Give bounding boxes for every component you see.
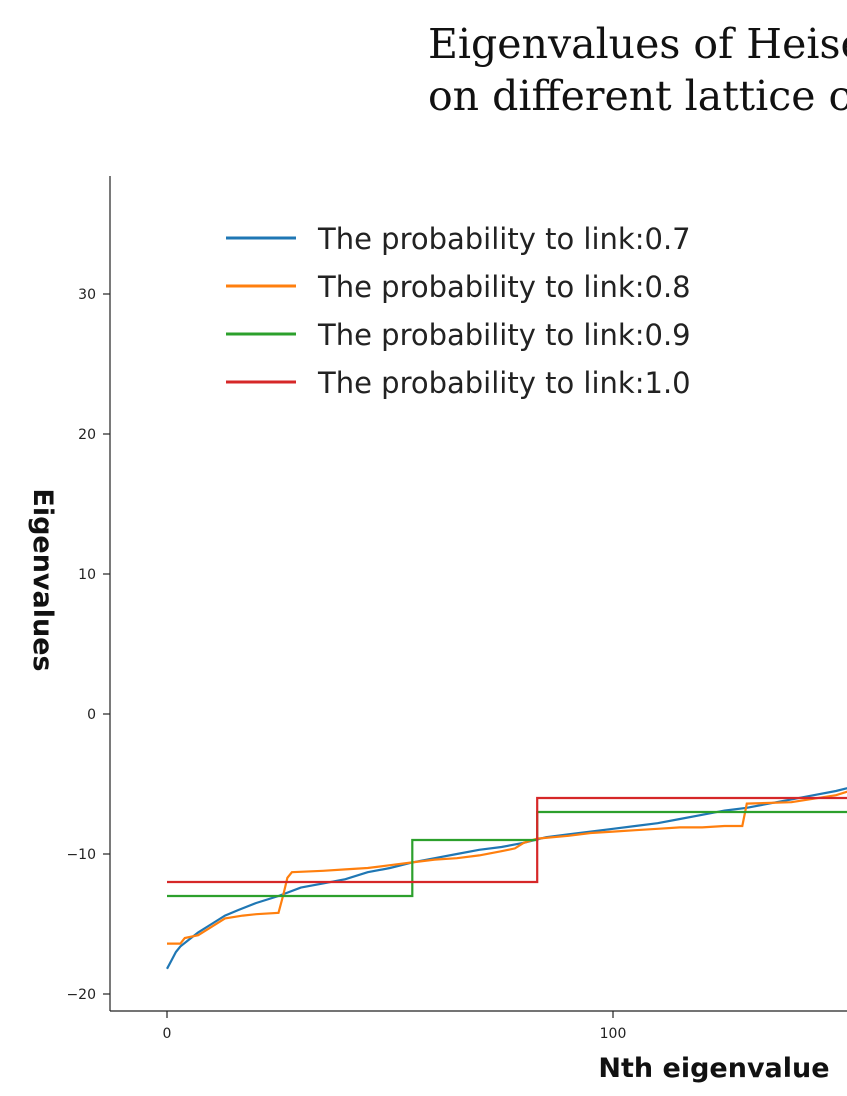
y-tick-label: 30 bbox=[78, 287, 96, 303]
y-tick-label: 0 bbox=[87, 707, 96, 723]
y-tick-label: −20 bbox=[66, 987, 96, 1003]
legend-label-2: The probability to link:0.8 bbox=[317, 270, 691, 304]
x-tick-label: 0 bbox=[163, 1026, 172, 1042]
series-line-4 bbox=[167, 796, 847, 884]
x-tick-label: 100 bbox=[600, 1026, 627, 1042]
legend-label-1: The probability to link:0.7 bbox=[317, 222, 691, 256]
y-tick-label: 10 bbox=[78, 567, 96, 583]
legend-label-3: The probability to link:0.9 bbox=[317, 318, 691, 352]
y-tick-label: −10 bbox=[66, 847, 96, 863]
chart-title: Eigenvalues of Heise on different lattic… bbox=[428, 18, 847, 122]
x-axis-title: Nth eigenvalue bbox=[598, 1053, 829, 1084]
series-line-1 bbox=[166, 787, 847, 970]
plot-area bbox=[166, 787, 847, 970]
y-axis-ticks: −20 −10 0 10 20 30 bbox=[66, 287, 110, 1003]
y-tick-label: 20 bbox=[78, 427, 96, 443]
x-axis-ticks: 0100200300 bbox=[163, 1011, 627, 1042]
chart-title-line-2: on different lattice co bbox=[428, 72, 847, 120]
series-line-3 bbox=[167, 810, 847, 898]
y-axis-title: Eigenvalues bbox=[27, 488, 58, 671]
chart-title-line-1: Eigenvalues of Heise bbox=[428, 20, 847, 68]
legend-label-4: The probability to link:1.0 bbox=[317, 366, 691, 400]
legend: The probability to link:0.7 The probabili… bbox=[226, 222, 691, 400]
series-line-2 bbox=[167, 790, 847, 945]
